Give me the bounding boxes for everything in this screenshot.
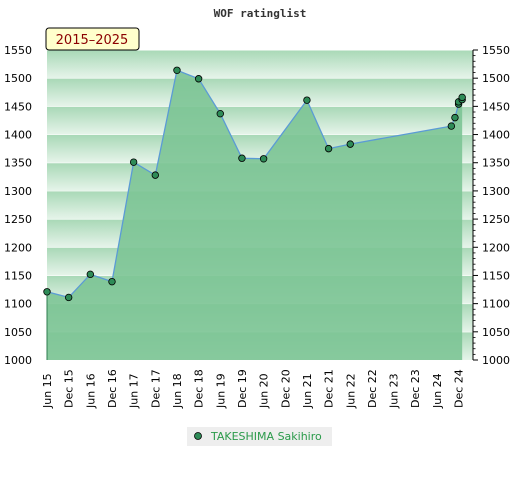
y-tick-label-right: 1500 (482, 72, 510, 85)
y-tick-label-left: 1550 (4, 44, 32, 57)
x-tick-label: Jun 24 (431, 373, 444, 409)
x-tick-label: Dec 18 (193, 369, 206, 408)
y-tick-label-left: 1400 (4, 129, 32, 142)
chart-title: WOF ratinglist (214, 7, 307, 20)
x-tick-label: Jun 23 (388, 373, 401, 409)
y-axis-right: 1000 1050 1100 1150 1200 1250 1300 1350 1400 1450… (472, 44, 510, 367)
x-tick-label: Jun 20 (258, 373, 271, 409)
x-tick-label: Jun 18 (171, 373, 184, 409)
y-tick-label-right: 1400 (482, 129, 510, 142)
x-axis: Jun 15 Dec 15 Jun 16 Dec 16 Jun 17 Dec 17 Jun … (41, 369, 466, 409)
legend: TAKESHIMA Sakihiro (187, 427, 332, 446)
data-point (346, 140, 354, 148)
x-tick-label: Jun 19 (214, 373, 227, 409)
data-point (324, 144, 333, 153)
grid-band (47, 50, 473, 79)
y-tick-label-right: 1300 (482, 185, 510, 198)
y-tick-label-right: 1350 (482, 157, 510, 170)
y-tick-label-right: 1050 (482, 326, 510, 339)
x-tick-label: Dec 15 (63, 369, 76, 408)
legend-series-name: TAKESHIMA Sakihiro (210, 430, 322, 443)
y-tick-label-left: 1100 (4, 298, 32, 311)
data-point (216, 109, 224, 118)
data-markers (43, 66, 466, 302)
x-tick-label: Dec 24 (453, 369, 466, 408)
y-tick-label-left: 1000 (4, 354, 32, 367)
data-point (151, 171, 160, 179)
y-tick-label-right: 1250 (482, 213, 510, 226)
data-point (43, 288, 51, 296)
x-tick-label: Dec 22 (366, 369, 379, 408)
legend-marker (194, 432, 202, 440)
y-tick-label-left: 1050 (4, 326, 32, 339)
y-tick-label-right: 1550 (482, 44, 510, 57)
x-tick-label: Jun 15 (41, 373, 54, 409)
x-tick-label: Jun 21 (301, 373, 314, 409)
data-point (86, 270, 95, 279)
x-tick-label: Jun 22 (344, 373, 357, 409)
x-tick-label: Jun 16 (84, 373, 97, 409)
period-badge: 2015–2025 (45, 27, 140, 51)
y-tick-label-left: 1350 (4, 157, 32, 170)
data-point (303, 96, 311, 104)
y-axis-left: 1000 1050 1100 1150 1200 1250 1300 1350 1400 1450… (4, 44, 32, 367)
y-tick-label-left: 1450 (4, 100, 32, 113)
data-point (108, 277, 116, 286)
data-point (447, 122, 456, 130)
data-point (64, 293, 73, 302)
y-tick-label-right: 1150 (482, 269, 510, 282)
y-tick-label-left: 1500 (4, 72, 32, 85)
data-point (451, 113, 459, 122)
y-tick-label-left: 1300 (4, 185, 32, 198)
data-point (173, 66, 181, 74)
y-tick-label-left: 1150 (4, 269, 32, 282)
y-tick-label-right: 1100 (482, 298, 510, 311)
data-point (458, 93, 466, 102)
data-point (238, 154, 246, 162)
y-tick-label-left: 1250 (4, 213, 32, 226)
y-tick-label-right: 1200 (482, 241, 510, 254)
y-tick-label-right: 1000 (482, 354, 510, 367)
x-tick-label: Dec 16 (106, 369, 119, 408)
y-tick-label-right: 1450 (482, 100, 510, 113)
y-tick-label-left: 1200 (4, 241, 32, 254)
x-tick-label: Dec 21 (323, 369, 336, 408)
x-tick-label: Dec 23 (409, 369, 422, 408)
x-tick-label: Jun 17 (128, 373, 141, 409)
data-point (259, 155, 268, 163)
data-point (129, 158, 138, 166)
x-tick-label: Dec 17 (149, 369, 162, 408)
data-point (194, 75, 203, 83)
grid-band (47, 106, 473, 135)
period-label: 2015–2025 (56, 33, 129, 48)
grid-band (47, 78, 473, 107)
x-tick-label: Dec 19 (236, 369, 249, 408)
x-tick-label: Dec 20 (279, 369, 292, 408)
